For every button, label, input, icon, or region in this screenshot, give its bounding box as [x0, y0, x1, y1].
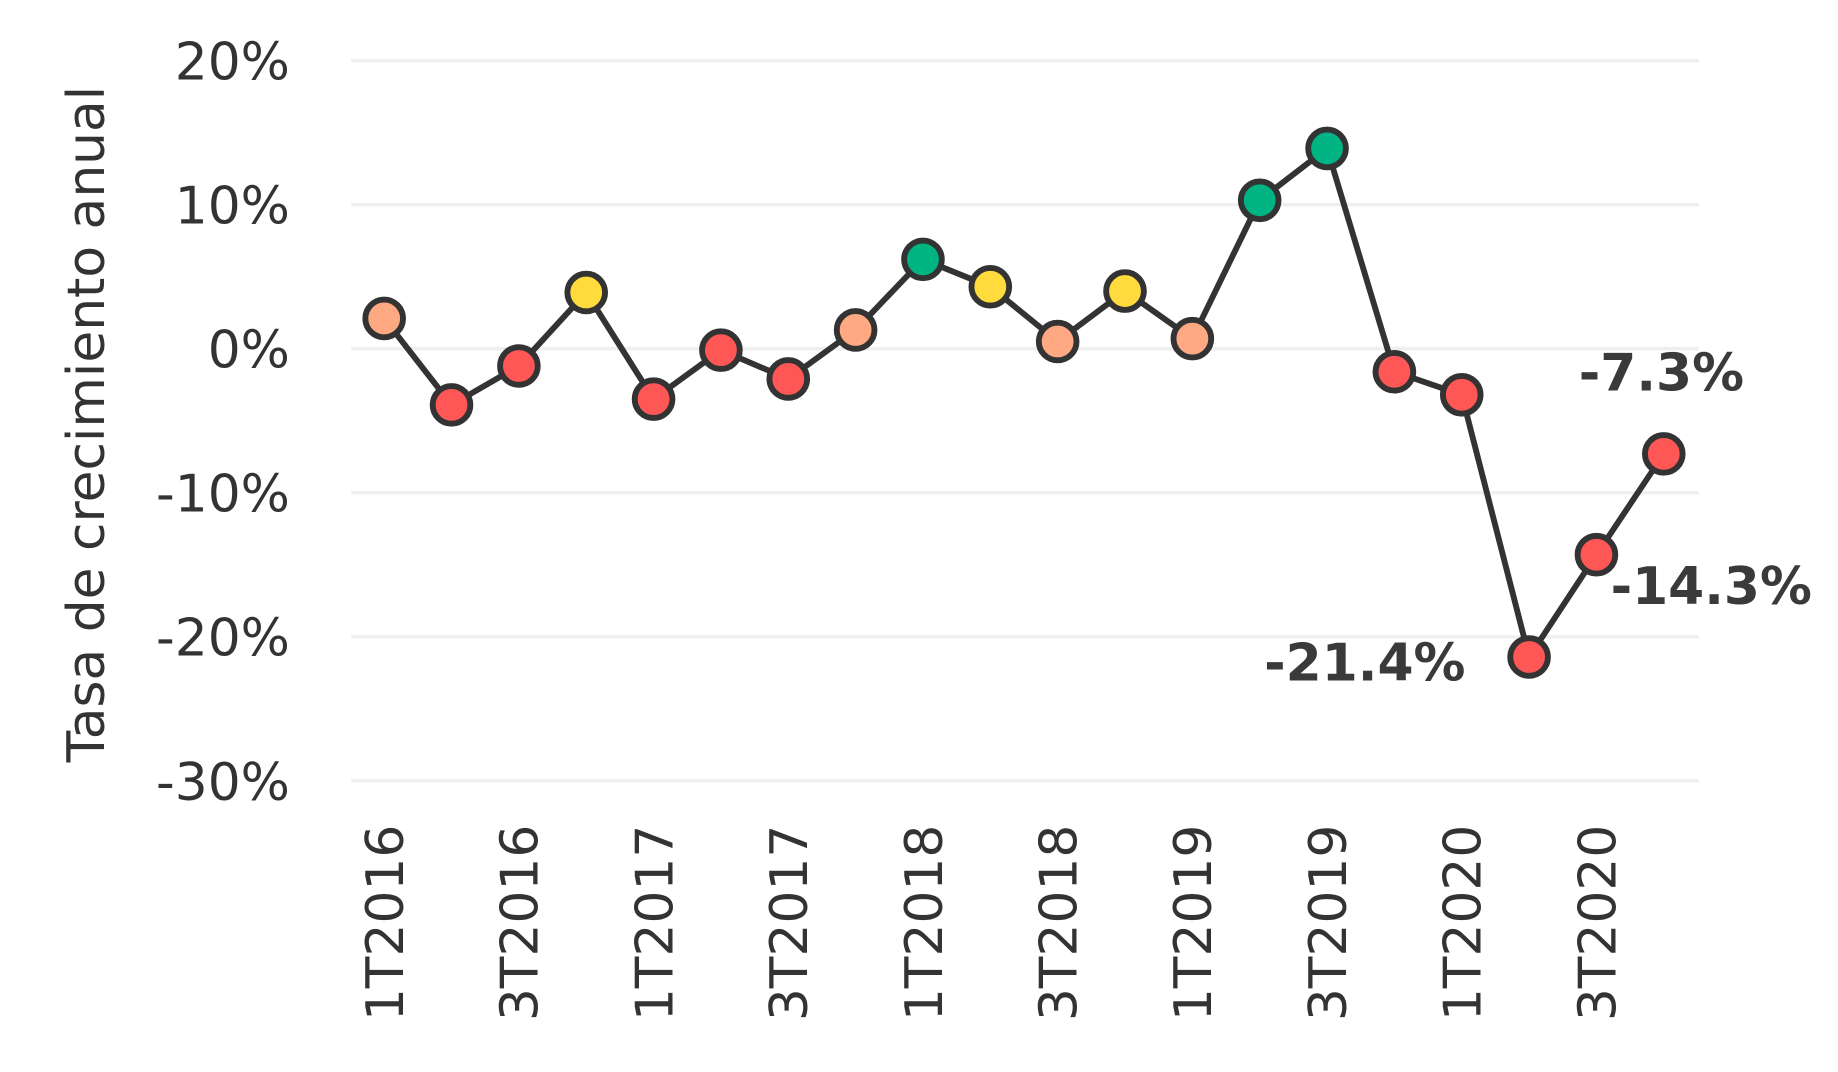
data-point-2T2019: [1237, 178, 1282, 223]
y-tick-label: 0%: [208, 321, 290, 381]
data-labels: -21.4% -14.3% -7.3%: [1264, 343, 1812, 693]
x-tick-label: 3T2016: [491, 825, 551, 1022]
data-point-4T2019: [1372, 349, 1417, 394]
data-point-4T2016: [564, 270, 609, 315]
data-point-3T2019: [1305, 126, 1349, 171]
data-point-4T2020: [1641, 432, 1686, 476]
data-label: -21.4%: [1264, 634, 1465, 694]
data-point-3T2017: [766, 357, 811, 401]
data-point-3T2018: [1035, 319, 1080, 364]
x-tick-label: 3T2019: [1299, 825, 1359, 1022]
data-point-1T2019: [1170, 316, 1215, 361]
data-point-3T2016: [497, 344, 541, 388]
y-axis-label: Tasa de crecimiento anual: [57, 86, 117, 764]
x-tick-label: 3T2018: [1030, 825, 1090, 1022]
data-point-1T2018: [901, 237, 945, 282]
data-point-3T2020: [1574, 532, 1619, 577]
y-tick-label: 20%: [175, 32, 290, 92]
data-label: -7.3%: [1579, 343, 1744, 403]
y-tick-label: -10%: [156, 465, 290, 525]
x-tick-label: 1T2018: [895, 825, 955, 1022]
x-tick-label: 1T2020: [1434, 825, 1494, 1022]
data-point-4T2017: [833, 308, 878, 352]
data-point-2T2017: [699, 328, 743, 372]
data-point-1T2020: [1439, 373, 1484, 417]
x-tick-label: 1T2016: [356, 825, 416, 1022]
y-tick-label: -20%: [156, 609, 290, 669]
data-point-2T2020: [1507, 635, 1551, 679]
data-points: [362, 126, 1686, 679]
data-point-2T2018: [968, 264, 1013, 309]
x-tick-label: 1T2019: [1164, 825, 1224, 1022]
data-point-1T2016: [362, 296, 406, 341]
x-axis-ticks: 1T2016 3T2016 1T2017 3T2017 1T2018 3T2018 1T20…: [356, 825, 1628, 1022]
x-tick-label: 1T2017: [625, 825, 685, 1022]
data-label: -14.3%: [1611, 557, 1812, 617]
data-point-4T2018: [1103, 269, 1147, 313]
data-point-2T2016: [429, 383, 474, 427]
x-tick-label: 3T2020: [1568, 825, 1628, 1022]
x-tick-label: 3T2017: [760, 825, 820, 1022]
y-tick-label: 10%: [175, 176, 290, 236]
y-tick-label: -30%: [156, 753, 290, 813]
gridlines: [351, 58, 1699, 783]
y-axis-ticks: 20% 10% 0% -10% -20% -30%: [156, 32, 290, 812]
data-point-1T2017: [631, 377, 676, 421]
